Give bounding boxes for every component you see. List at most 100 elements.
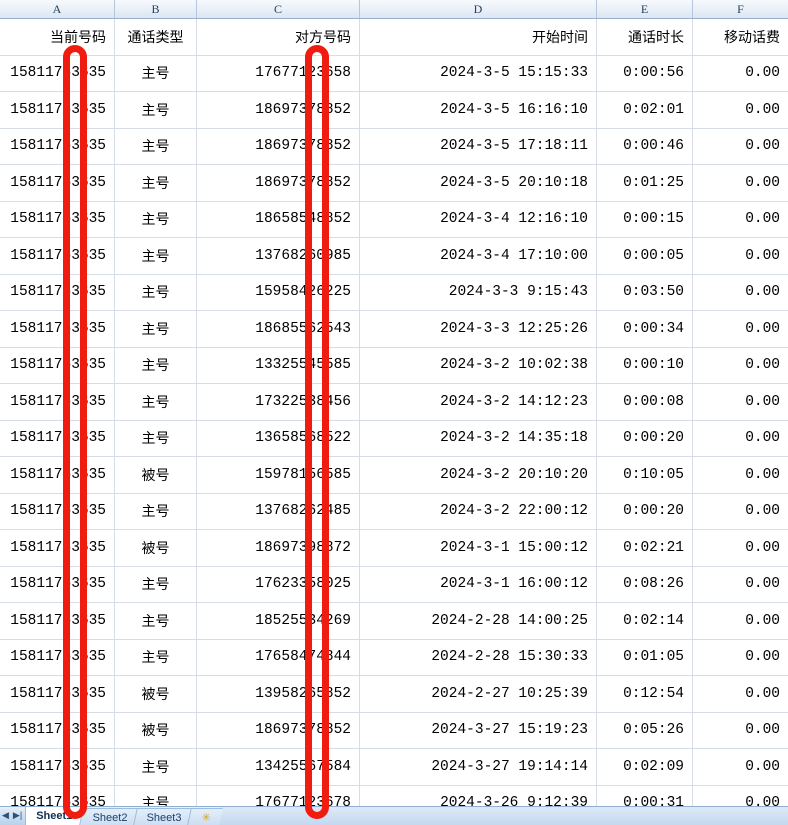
cell-start-time[interactable]: 2024-3-5 15:15:33	[360, 55, 597, 91]
cell-fee[interactable]: 0.00	[745, 284, 780, 301]
table-row[interactable]: 15811753635 主号 18525534269 2024-2-28 14:00:…	[0, 603, 788, 640]
cell-other-number[interactable]: 13325545585	[197, 347, 360, 383]
cell-duration[interactable]: 0:08:26	[597, 566, 693, 602]
cell-fee[interactable]: 0.00	[745, 685, 780, 702]
cell-start-time[interactable]: 2024-3-1 15:00:12	[360, 530, 597, 566]
cell-call-type[interactable]: 主号	[115, 128, 197, 164]
cell-start-time[interactable]: 2024-3-2 22:00:12	[360, 493, 597, 529]
table-row[interactable]: 15811753635 主号 17623358025 2024-3-1 16:00:1…	[0, 566, 788, 603]
cell-fee[interactable]: 0.00	[745, 430, 780, 447]
cell-fee[interactable]: 0.00	[745, 101, 780, 118]
cell-fee[interactable]: 0.00	[745, 211, 780, 228]
cell-duration[interactable]: 0:01:05	[597, 639, 693, 675]
table-row[interactable]: 15811753635 被号 13958265852 2024-2-27 10:25:…	[0, 676, 788, 713]
cell-fee[interactable]: 0.00	[745, 466, 780, 483]
cell-other-number[interactable]: 17658474844	[197, 639, 360, 675]
cell-duration[interactable]: 0:00:15	[597, 201, 693, 237]
cell-current-number[interactable]: 15811753635	[0, 128, 115, 164]
table-row[interactable]: 15811753635 主号 17658474844 2024-2-28 15:30:…	[0, 639, 788, 676]
cell-start-time[interactable]: 2024-3-4 17:10:00	[360, 238, 597, 274]
cell-call-type[interactable]: 主号	[115, 238, 197, 274]
table-row[interactable]: 15811753635 主号 13325545585 2024-3-2 10:02:3…	[0, 347, 788, 384]
cell-current-number[interactable]: 15811753635	[0, 566, 115, 602]
column-header-c[interactable]: C	[197, 0, 360, 18]
table-row[interactable]: 15811753635 主号 13425567584 2024-3-27 19:14:…	[0, 749, 788, 786]
cell-start-time[interactable]: 2024-3-3 12:25:26	[360, 311, 597, 347]
cell-current-number[interactable]: 15811753635	[0, 274, 115, 310]
cell-duration[interactable]: 0:12:54	[597, 676, 693, 712]
cell-current-number[interactable]: 15811753635	[0, 384, 115, 420]
cell-start-time[interactable]: 2024-3-2 10:02:38	[360, 347, 597, 383]
cell-start-time[interactable]: 2024-3-2 20:10:20	[360, 457, 597, 493]
cell-fee[interactable]: 0.00	[745, 539, 780, 556]
cell-other-number[interactable]: 13768260985	[197, 238, 360, 274]
table-row[interactable]: 15811753635 主号 17677123658 2024-3-5 15:15:3…	[0, 55, 788, 92]
sheet-tab-sheet3[interactable]: Sheet3	[133, 808, 193, 825]
column-header-f[interactable]: F	[693, 0, 788, 18]
cell-current-number[interactable]: 15811753635	[0, 457, 115, 493]
table-row[interactable]: 15811753635 主号 13658568522 2024-3-2 14:35:1…	[0, 420, 788, 457]
cell-duration[interactable]: 0:00:34	[597, 311, 693, 347]
cell-duration[interactable]: 0:02:09	[597, 749, 693, 785]
sheet-nav-arrows[interactable]: ◀ ▶|	[0, 807, 25, 825]
cell-duration[interactable]: 0:00:20	[597, 420, 693, 456]
cell-call-type[interactable]: 主号	[115, 347, 197, 383]
cell-other-number[interactable]: 13958265852	[197, 676, 360, 712]
cell-duration[interactable]: 0:00:56	[597, 55, 693, 91]
cell-duration[interactable]: 0:02:14	[597, 603, 693, 639]
table-row[interactable]: 15811753635 被号 18697378852 2024-3-27 15:19:…	[0, 712, 788, 749]
cell-duration[interactable]: 0:02:21	[597, 530, 693, 566]
cell-call-type[interactable]: 主号	[115, 384, 197, 420]
cell-duration[interactable]: 0:01:25	[597, 165, 693, 201]
cell-duration[interactable]: 0:00:05	[597, 238, 693, 274]
cell-call-type[interactable]: 主号	[115, 201, 197, 237]
cell-fee[interactable]: 0.00	[745, 503, 780, 520]
cell-fee[interactable]: 0.00	[745, 758, 780, 775]
cell-call-type[interactable]: 主号	[115, 311, 197, 347]
prev-sheet-icon[interactable]: ◀	[2, 810, 9, 820]
new-sheet-button[interactable]: ✳	[187, 808, 224, 825]
cell-current-number[interactable]: 15811753635	[0, 639, 115, 675]
cell-other-number[interactable]: 13425567584	[197, 749, 360, 785]
cell-call-type[interactable]: 主号	[115, 566, 197, 602]
cell-start-time[interactable]: 2024-3-5 17:18:11	[360, 128, 597, 164]
cell-start-time[interactable]: 2024-2-27 10:25:39	[360, 676, 597, 712]
table-row[interactable]: 15811753635 主号 13768262485 2024-3-2 22:00:1…	[0, 493, 788, 530]
cell-fee[interactable]: 0.00	[745, 247, 780, 264]
table-row[interactable]: 15811753635 主号 18697378852 2024-3-5 17:18:1…	[0, 128, 788, 165]
cell-call-type[interactable]: 被号	[115, 712, 197, 748]
cell-start-time[interactable]: 2024-3-2 14:35:18	[360, 420, 597, 456]
cell-start-time[interactable]: 2024-3-27 15:19:23	[360, 712, 597, 748]
cell-call-type[interactable]: 主号	[115, 165, 197, 201]
cell-current-number[interactable]: 15811753635	[0, 676, 115, 712]
cell-start-time[interactable]: 2024-2-28 14:00:25	[360, 603, 597, 639]
cell-other-number[interactable]: 13658568522	[197, 420, 360, 456]
cell-current-number[interactable]: 15811753635	[0, 165, 115, 201]
cell-fee[interactable]: 0.00	[745, 576, 780, 593]
cell-call-type[interactable]: 主号	[115, 420, 197, 456]
cell-start-time[interactable]: 2024-3-27 19:14:14	[360, 749, 597, 785]
cell-duration[interactable]: 0:00:08	[597, 384, 693, 420]
cell-fee[interactable]: 0.00	[745, 649, 780, 666]
cell-current-number[interactable]: 15811753635	[0, 238, 115, 274]
cell-current-number[interactable]: 15811753635	[0, 55, 115, 91]
cell-other-number[interactable]: 17623358025	[197, 566, 360, 602]
column-header-e[interactable]: E	[597, 0, 693, 18]
cell-call-type[interactable]: 被号	[115, 530, 197, 566]
cell-fee[interactable]: 0.00	[745, 320, 780, 337]
cell-current-number[interactable]: 15811753635	[0, 530, 115, 566]
cell-current-number[interactable]: 15811753635	[0, 201, 115, 237]
sheet-tab-sheet2[interactable]: Sheet2	[79, 808, 139, 825]
table-row[interactable]: 15811753635 主号 18697378852 2024-3-5 20:10:1…	[0, 165, 788, 202]
cell-fee[interactable]: 0.00	[745, 357, 780, 374]
cell-duration[interactable]: 0:10:05	[597, 457, 693, 493]
cell-current-number[interactable]: 15811753635	[0, 347, 115, 383]
cell-current-number[interactable]: 15811753635	[0, 493, 115, 529]
cell-current-number[interactable]: 15811753635	[0, 712, 115, 748]
cell-duration[interactable]: 0:03:50	[597, 274, 693, 310]
cell-start-time[interactable]: 2024-3-5 16:16:10	[360, 92, 597, 128]
cell-call-type[interactable]: 主号	[115, 92, 197, 128]
cell-fee[interactable]: 0.00	[745, 65, 780, 82]
cell-start-time[interactable]: 2024-3-3 9:15:43	[360, 274, 597, 310]
cell-other-number[interactable]: 18697378852	[197, 712, 360, 748]
